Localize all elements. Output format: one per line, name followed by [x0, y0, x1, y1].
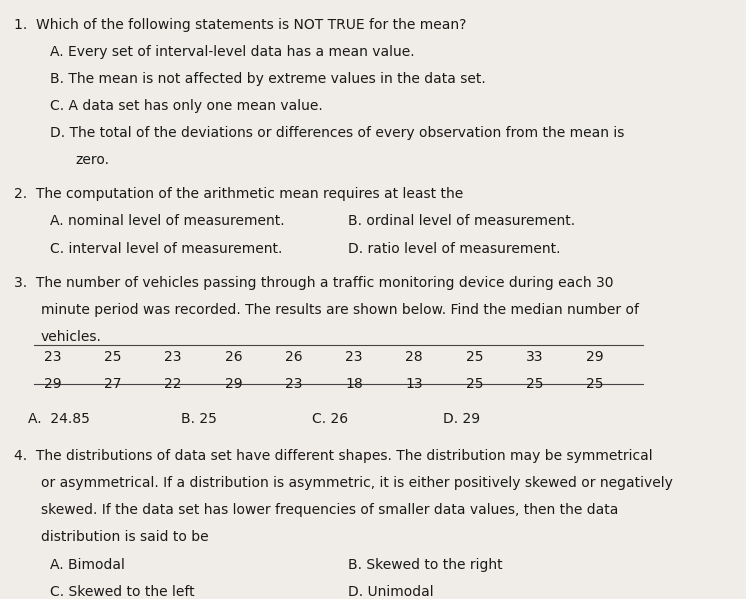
Text: or asymmetrical. If a distribution is asymmetric, it is either positively skewed: or asymmetrical. If a distribution is as…: [41, 476, 673, 490]
Text: 2.  The computation of the arithmetic mean requires at least the: 2. The computation of the arithmetic mea…: [14, 187, 464, 201]
Text: 23: 23: [164, 350, 182, 364]
Text: C. A data set has only one mean value.: C. A data set has only one mean value.: [51, 99, 323, 113]
Text: 1.  Which of the following statements is NOT TRUE for the mean?: 1. Which of the following statements is …: [14, 17, 467, 32]
Text: 25: 25: [586, 377, 604, 391]
Text: A. Every set of interval-level data has a mean value.: A. Every set of interval-level data has …: [51, 45, 415, 59]
Text: C. Skewed to the left: C. Skewed to the left: [51, 585, 195, 599]
Text: A. nominal level of measurement.: A. nominal level of measurement.: [51, 214, 285, 228]
Text: D. The total of the deviations or differences of every observation from the mean: D. The total of the deviations or differ…: [51, 126, 625, 140]
Text: 4.  The distributions of data set have different shapes. The distribution may be: 4. The distributions of data set have di…: [14, 449, 653, 463]
Text: zero.: zero.: [75, 153, 110, 167]
Text: 18: 18: [345, 377, 363, 391]
Text: B. The mean is not affected by extreme values in the data set.: B. The mean is not affected by extreme v…: [51, 72, 486, 86]
Text: 29: 29: [225, 377, 242, 391]
Text: minute period was recorded. The results are shown below. Find the median number : minute period was recorded. The results …: [41, 302, 639, 317]
Text: A. Bimodal: A. Bimodal: [51, 558, 125, 571]
Text: B. Skewed to the right: B. Skewed to the right: [348, 558, 503, 571]
Text: 33: 33: [526, 350, 543, 364]
Text: B. ordinal level of measurement.: B. ordinal level of measurement.: [348, 214, 576, 228]
Text: 28: 28: [405, 350, 423, 364]
Text: 25: 25: [466, 350, 483, 364]
Text: 23: 23: [345, 350, 363, 364]
Text: vehicles.: vehicles.: [41, 330, 101, 344]
Text: C. 26: C. 26: [313, 412, 348, 426]
Text: 23: 23: [285, 377, 302, 391]
Text: 27: 27: [104, 377, 122, 391]
Text: 29: 29: [44, 377, 62, 391]
Text: D. 29: D. 29: [443, 412, 480, 426]
Text: 22: 22: [164, 377, 182, 391]
Text: C. interval level of measurement.: C. interval level of measurement.: [51, 241, 283, 256]
Text: 23: 23: [44, 350, 61, 364]
Text: distribution is said to be: distribution is said to be: [41, 530, 208, 544]
Text: D. Unimodal: D. Unimodal: [348, 585, 434, 599]
Text: 29: 29: [586, 350, 604, 364]
Text: 25: 25: [466, 377, 483, 391]
Text: 25: 25: [104, 350, 122, 364]
Text: D. ratio level of measurement.: D. ratio level of measurement.: [348, 241, 561, 256]
Text: B. 25: B. 25: [181, 412, 217, 426]
Text: 13: 13: [405, 377, 423, 391]
Text: 25: 25: [526, 377, 543, 391]
Text: 3.  The number of vehicles passing through a traffic monitoring device during ea: 3. The number of vehicles passing throug…: [14, 276, 614, 289]
Text: 26: 26: [225, 350, 242, 364]
Text: 26: 26: [285, 350, 303, 364]
Text: skewed. If the data set has lower frequencies of smaller data values, then the d: skewed. If the data set has lower freque…: [41, 503, 618, 517]
Text: A.  24.85: A. 24.85: [28, 412, 90, 426]
